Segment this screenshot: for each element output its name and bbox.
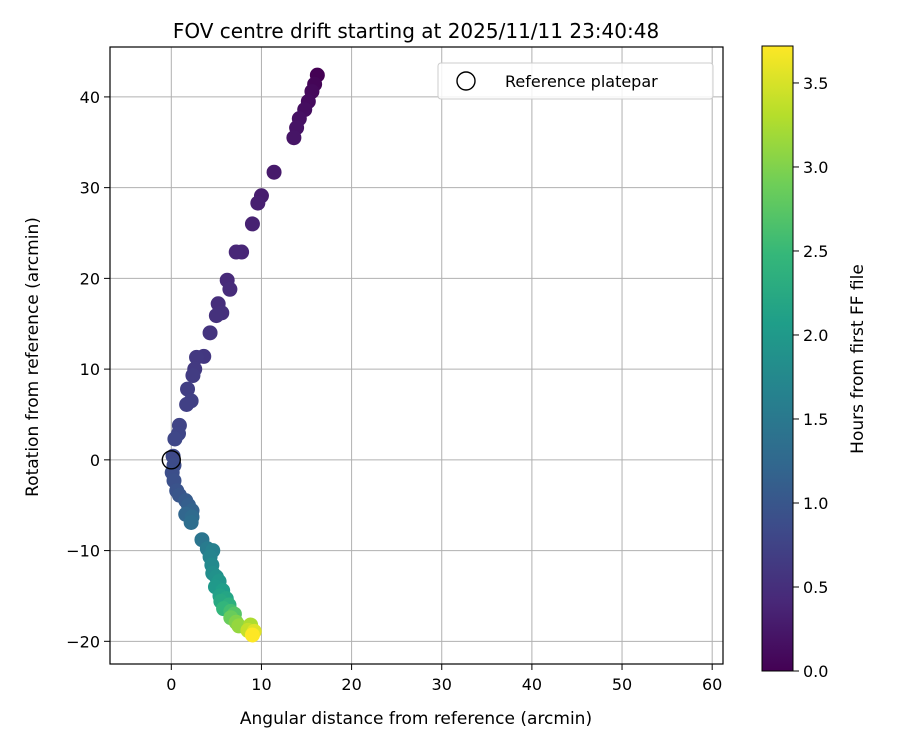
colorbar-gradient <box>761 45 794 672</box>
legend-box <box>437 62 714 100</box>
colorbar-ticks: 0.0 0.5 1.0 1.5 2.0 2.5 3.0 3.5 <box>793 74 828 681</box>
x-tick-label: 60 <box>702 675 722 694</box>
colorbar-tick-label: 2.0 <box>803 326 828 345</box>
data-points <box>164 67 325 643</box>
scatter-point <box>189 349 205 365</box>
y-tick-label: 30 <box>80 179 100 198</box>
colorbar-tick-label: 1.5 <box>803 410 828 429</box>
scatter-point <box>244 627 260 643</box>
scatter-point <box>228 244 244 260</box>
scatter-point <box>266 164 282 180</box>
legend-marker-icon <box>456 71 476 91</box>
scatter-point <box>202 325 218 341</box>
x-tick-label: 20 <box>341 675 361 694</box>
y-axis-ticks: −20 −10 0 10 20 30 40 <box>66 88 110 651</box>
x-axis-label: Angular distance from reference (arcmin) <box>240 709 592 729</box>
scatter-point <box>222 281 238 297</box>
scatter-point <box>250 195 266 211</box>
y-tick-label: 20 <box>80 269 100 288</box>
colorbar: 0.0 0.5 1.0 1.5 2.0 2.5 3.0 3.5 Hours from firs… <box>761 45 868 681</box>
chart-title: FOV centre drift starting at 2025/11/11 … <box>173 19 659 43</box>
y-tick-label: −20 <box>66 632 100 651</box>
scatter-point <box>167 431 183 447</box>
colorbar-tick-label: 0.0 <box>803 662 828 681</box>
colorbar-label: Hours from first FF file <box>848 264 868 454</box>
y-tick-label: 10 <box>80 360 100 379</box>
y-tick-label: 40 <box>80 88 100 107</box>
colorbar-tick-label: 3.0 <box>803 158 828 177</box>
x-tick-label: 50 <box>612 675 632 694</box>
x-tick-label: 40 <box>522 675 542 694</box>
scatter-point <box>180 381 196 397</box>
x-tick-label: 0 <box>166 675 176 694</box>
scatter-point <box>183 514 199 530</box>
reference-platepar-marker <box>161 450 182 470</box>
colorbar-tick-label: 2.5 <box>803 242 828 261</box>
x-tick-label: 10 <box>251 675 271 694</box>
reference-marker <box>161 450 182 470</box>
y-tick-label: −10 <box>66 542 100 561</box>
scatter-point <box>179 396 195 412</box>
colorbar-tick-label: 1.0 <box>803 494 828 513</box>
x-axis-ticks: 0 10 20 30 40 50 60 <box>166 664 722 694</box>
x-tick-label: 30 <box>432 675 452 694</box>
legend: Reference platepar <box>437 62 714 100</box>
scatter-point <box>244 216 260 232</box>
scatter-point <box>286 130 302 146</box>
plot-frame <box>109 46 724 665</box>
legend-entry: Reference platepar <box>505 72 658 91</box>
colorbar-tick-label: 0.5 <box>803 578 828 597</box>
y-axis-label: Rotation from reference (arcmin) <box>23 217 43 497</box>
colorbar-tick-label: 3.5 <box>803 74 828 93</box>
scatter-point <box>185 367 201 383</box>
y-tick-label: 0 <box>90 451 100 470</box>
scatter-point <box>208 308 224 324</box>
